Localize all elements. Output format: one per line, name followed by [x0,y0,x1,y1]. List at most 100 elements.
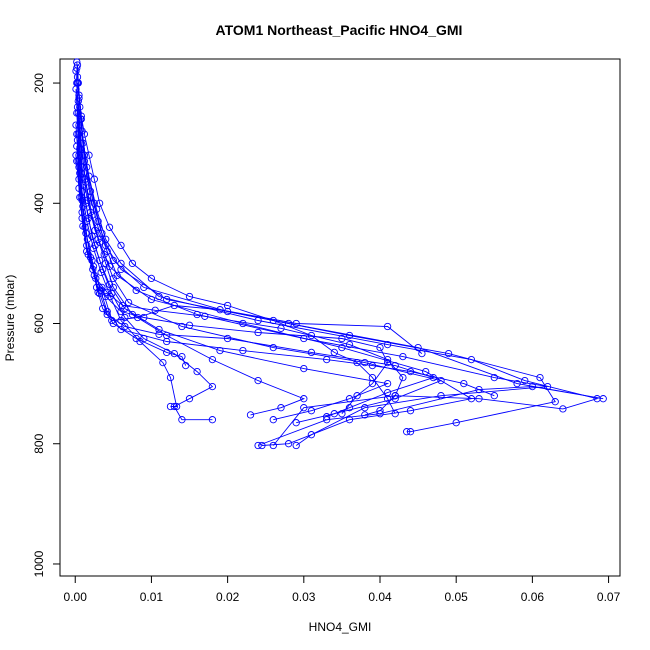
data-point [208,382,217,391]
data-point [345,340,354,349]
x-tick-label: 0.00 [64,590,88,604]
data-point [391,410,399,418]
data-point [258,441,266,450]
data-point [103,288,111,296]
data-point [90,175,98,183]
series-line [77,140,495,397]
x-tick-label: 0.03 [292,590,316,604]
y-tick-label: 400 [32,193,46,213]
data-point [345,416,354,424]
data-point [73,157,81,165]
y-tick-label: 1000 [32,550,46,577]
data-point [323,413,331,421]
data-point [277,404,285,412]
y-tick-label: 800 [32,433,46,453]
series-profile [73,142,437,421]
data-point [117,241,125,250]
data-point [132,334,140,343]
data-point [467,395,476,403]
data-point [185,292,194,301]
data-point [490,392,498,400]
data-point [254,316,262,325]
series-line [76,146,435,418]
data-point [307,331,316,340]
data-point [73,64,81,72]
data-point [185,395,194,403]
data-point [300,395,308,403]
data-point [178,352,186,361]
series-profile [73,61,559,436]
data-point [307,407,316,415]
data-point [300,334,308,343]
data-point [292,441,300,450]
data-point [170,301,178,310]
data-point [147,274,156,283]
data-point [208,355,217,364]
data-point [406,428,415,436]
data-point [345,395,354,403]
data-point [345,331,354,340]
data-point [117,259,125,268]
data-point [543,382,552,391]
series-line [76,82,443,424]
data-point [94,235,102,243]
series-profile [73,64,601,450]
data-point [89,244,98,253]
data-point [513,379,521,388]
data-point [429,373,437,382]
data-point [559,405,567,413]
data-point [254,376,262,385]
data-point [89,262,98,271]
data-point [406,407,415,415]
data-point [284,440,293,448]
data-point [166,402,175,411]
x-tick-label: 0.02 [216,590,240,604]
data-point [269,343,277,352]
x-axis-label: HNO4_GMI [309,620,372,634]
data-point [102,292,110,301]
series-layer [72,58,607,450]
y-tick-label: 200 [32,73,46,93]
data-point [246,411,255,419]
x-tick-label: 0.06 [521,590,545,604]
x-axis: 0.00 0.01 0.02 0.03 0.04 0.05 0.06 0.07 [64,576,621,604]
data-point [376,343,384,352]
y-tick-label: 600 [32,313,46,333]
series-line [77,107,214,421]
data-point [475,395,483,403]
data-point [536,373,544,382]
data-point [75,94,83,102]
series-profile [73,79,445,427]
series-profile [73,58,607,450]
data-point [383,395,392,403]
data-point [361,358,369,367]
data-point [383,355,392,364]
data-point [444,349,453,358]
series-profile [73,79,399,418]
data-point [437,392,445,400]
data-point [73,142,81,150]
series-profile [73,157,407,419]
x-tick-label: 0.07 [597,590,621,604]
plot-frame [59,58,621,577]
data-point [109,256,117,265]
data-point [361,404,369,412]
data-point [85,151,93,159]
data-point [399,352,407,361]
data-point [151,306,159,314]
series-line [77,64,556,433]
data-point [95,289,104,298]
data-point [132,286,140,295]
data-point [201,312,209,320]
data-point [79,222,87,230]
data-point [467,355,476,364]
data-point [383,340,392,349]
series-profile [72,151,392,418]
data-point [353,392,361,400]
data-point [254,441,262,450]
data-point [399,373,407,382]
data-point [95,256,104,265]
data-point [330,348,338,357]
data-point [403,428,411,436]
